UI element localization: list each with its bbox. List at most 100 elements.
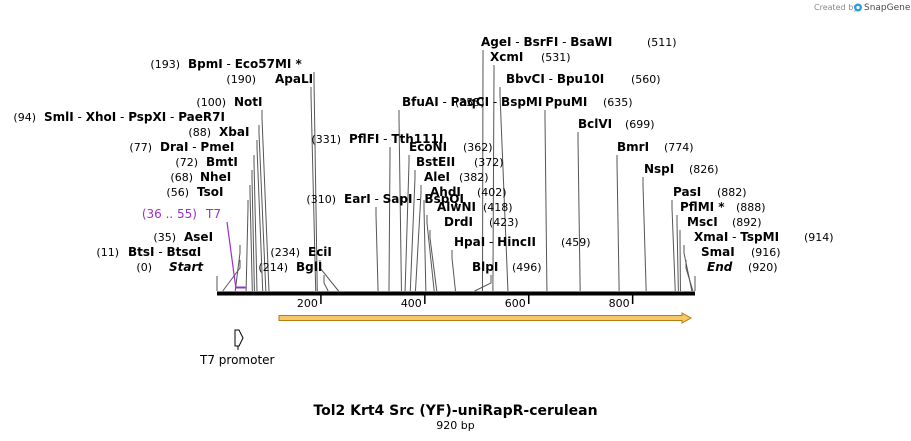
sequence-backbone[interactable] [217, 291, 695, 296]
enzyme-name[interactable]: Eco57MI * [235, 57, 303, 71]
site-smli[interactable]: (94) SmlI - XhoI - PspXI - PaeR7I [13, 110, 225, 124]
enzyme-name[interactable]: EcoNI [409, 140, 447, 154]
site-ecii[interactable]: (234) EciI [270, 245, 331, 259]
enzyme-name[interactable]: NspI [644, 162, 674, 176]
enzyme-name[interactable]: AseI [184, 230, 213, 244]
enzyme-name[interactable]: AlwNI [437, 200, 476, 214]
site-bsteii[interactable]: (372) BstEII [416, 155, 504, 169]
enzyme-name[interactable]: PpuMI [545, 95, 587, 109]
enzyme-name[interactable]: PaeR7I [178, 110, 225, 124]
site-noti[interactable]: (100) NotI [196, 95, 262, 109]
enzyme-name[interactable]: Tth111I [391, 132, 443, 146]
site-drdi[interactable]: (423) DrdI [444, 215, 519, 229]
enzyme-name[interactable]: NotI [234, 95, 263, 109]
site-apali[interactable]: (190) ApaLI [226, 72, 313, 86]
enzyme-name[interactable]: SmlI [44, 110, 74, 124]
enzyme-name[interactable]: EciI [308, 245, 332, 259]
enzyme-name[interactable]: BmtI [206, 155, 238, 169]
enzyme-name[interactable]: BmrI [617, 140, 649, 154]
enzyme-name[interactable]: BclVI [578, 117, 612, 131]
enzyme-name[interactable]: BfuAI [402, 95, 439, 109]
site-bmti[interactable]: (72) BmtI [175, 155, 237, 169]
enzyme-name[interactable]: AgeI [481, 35, 511, 49]
site-ppumi[interactable]: (635) PpuMI [545, 95, 633, 109]
enzyme-name[interactable]: AleI [424, 170, 450, 184]
enzyme-name[interactable]: SapI [383, 192, 413, 206]
enzyme-name[interactable]: SmaI [701, 245, 735, 259]
cds-feature[interactable] [278, 312, 693, 324]
enzyme-name[interactable]: NheI [200, 170, 231, 184]
enzyme-name[interactable]: PaqCI [451, 95, 489, 109]
enzyme-name[interactable]: BtsαI [166, 245, 201, 259]
site-eari[interactable]: (310) EarI - SapI - BspQI [306, 192, 464, 206]
enzyme-name[interactable]: PflMI * [680, 200, 725, 214]
site-tsoi[interactable]: (56) TsoI [166, 185, 223, 199]
site-position: (511) [647, 36, 677, 49]
enzyme-name[interactable]: HincII [497, 235, 536, 249]
construct-title: Tol2 Krt4 Src (YF)-uniRapR-cerulean [313, 403, 597, 419]
promoter-arrow-icon[interactable] [234, 329, 244, 347]
site-bpmi[interactable]: (193) BpmI - Eco57MI * [150, 57, 302, 71]
sequence-end-start[interactable]: (0) Start [136, 260, 204, 274]
enzyme-name[interactable]: XhoI [86, 110, 117, 124]
site-nhei[interactable]: (68) NheI [170, 170, 231, 184]
site-alei[interactable]: (382) AleI [424, 170, 489, 184]
enzyme-name[interactable]: ApaLI [275, 72, 313, 86]
cds-arrow-icon[interactable] [278, 312, 693, 324]
site-pasi[interactable]: (882) PasI [673, 185, 747, 199]
site-connector-line [319, 260, 339, 292]
site-nspi[interactable]: (826) NspI [644, 162, 719, 176]
enzyme-name[interactable]: HpaI [454, 235, 485, 249]
enzyme-name[interactable]: BspMI [501, 95, 542, 109]
enzyme-name[interactable]: PmeI [200, 140, 234, 154]
enzyme-name[interactable]: AhdI [430, 185, 461, 199]
enzyme-name[interactable]: PflFI [349, 132, 379, 146]
site-drai[interactable]: (77) DraI - PmeI [129, 140, 234, 154]
enzyme-name[interactable]: BsrFI [523, 35, 558, 49]
enzyme-name[interactable]: BpmI [188, 57, 223, 71]
enzyme-name[interactable]: BtsI [128, 245, 155, 259]
enzyme-name[interactable]: PspXI [128, 110, 166, 124]
site-smai[interactable]: (916) SmaI [701, 245, 781, 259]
enzyme-name[interactable]: BstEII [416, 155, 455, 169]
site-xcmi[interactable]: (531) XcmI [490, 50, 571, 64]
site-label: BtsI - BtsαI [128, 245, 201, 259]
site-alwni[interactable]: (418) AlwNI [437, 200, 513, 214]
enzyme-name[interactable]: PasI [673, 185, 701, 199]
t7-promoter-feature[interactable]: T7 promoter [199, 329, 275, 367]
enzyme-name[interactable]: MscI [687, 215, 718, 229]
enzyme-name[interactable]: BglI [296, 260, 322, 274]
site-ahdi[interactable]: (402) AhdI [430, 185, 507, 199]
enzyme-name[interactable]: BspQI [424, 192, 464, 206]
enzyme-name[interactable]: XmaI [694, 230, 728, 244]
site-pflmi[interactable]: (888) PflMI * [680, 200, 766, 214]
site-bclvi[interactable]: (699) BclVI [578, 117, 655, 131]
site-pflfi[interactable]: (331) PflFI - Tth111I [311, 132, 443, 146]
site-bgli[interactable]: (214) BglI [258, 260, 322, 274]
site-btsi[interactable]: (11) BtsI - BtsαI [96, 245, 201, 259]
enzyme-name[interactable]: DrdI [444, 215, 473, 229]
site-msci[interactable]: (892) MscI [687, 215, 762, 229]
enzyme-name[interactable]: Bpu10I [557, 72, 604, 86]
enzyme-name[interactable]: TsoI [197, 185, 223, 199]
enzyme-name[interactable]: BsaWI [570, 35, 612, 49]
enzyme-name[interactable]: XcmI [490, 50, 523, 64]
enzyme-name[interactable]: BbvCI [506, 72, 545, 86]
site-agei[interactable]: (511) AgeI - BsrFI - BsaWI [481, 35, 677, 49]
sequence-end-end[interactable]: (920) End [707, 260, 778, 274]
site-asei[interactable]: (35) AseI [153, 230, 213, 244]
site-econi[interactable]: (362) EcoNI [409, 140, 493, 154]
primer-t7[interactable]: (36 .. 55) T7 [142, 207, 246, 289]
site-bbvci[interactable]: (560) BbvCI - Bpu10I [506, 72, 661, 86]
site-hpai[interactable]: (459) HpaI - HincII [454, 235, 591, 249]
enzyme-name[interactable]: BlpI [472, 260, 498, 274]
site-xbai[interactable]: (88) XbaI [188, 125, 249, 139]
enzyme-name[interactable]: DraI [160, 140, 188, 154]
enzyme-name[interactable]: EarI [344, 192, 371, 206]
enzyme-name[interactable]: TspMI [740, 230, 779, 244]
site-xmai[interactable]: (914) XmaI - TspMI [694, 230, 834, 244]
site-bmri[interactable]: (774) BmrI [617, 140, 694, 154]
enzyme-name[interactable]: XbaI [219, 125, 249, 139]
site-blpi[interactable]: (496) BlpI [472, 260, 542, 274]
site-bfuai[interactable]: (355)BfuAI - PaqCI - BspMI [402, 95, 542, 109]
